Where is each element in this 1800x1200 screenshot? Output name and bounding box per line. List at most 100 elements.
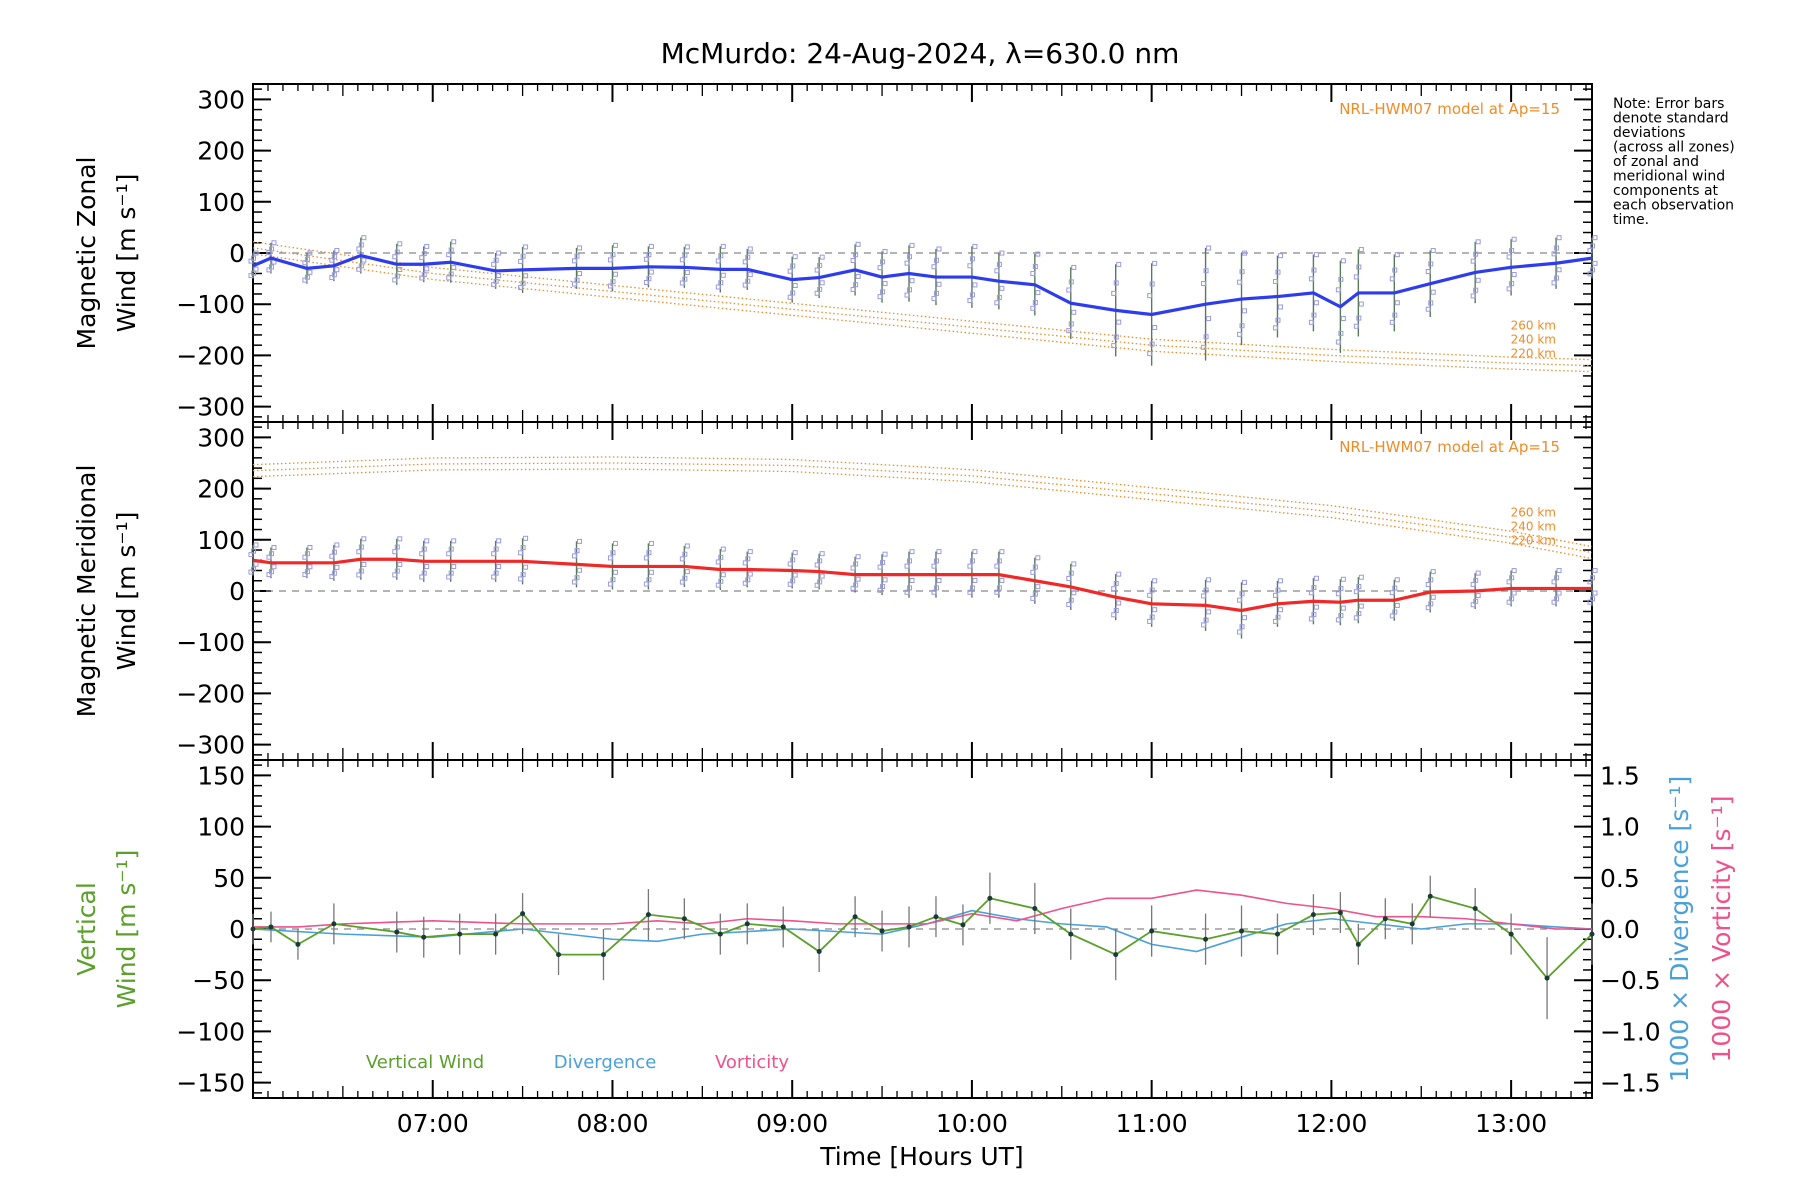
y-right-tick-label: 0.0 — [1600, 915, 1640, 944]
zone-point — [1149, 587, 1155, 593]
zone-point — [1035, 584, 1041, 590]
zone-point — [880, 559, 886, 565]
zone-point — [1066, 328, 1072, 334]
vertical-wind-point — [987, 895, 993, 901]
zone-point — [1509, 575, 1515, 581]
zone-point — [1340, 576, 1346, 582]
zone-point — [994, 300, 1000, 306]
y-tick-label: 100 — [197, 526, 245, 555]
divergence-axis-label: 1000 × Divergence [s⁻¹] — [1665, 776, 1694, 1083]
y-tick-label: 200 — [197, 475, 245, 504]
zone-point — [969, 256, 975, 262]
y-tick-label: 0 — [229, 577, 245, 606]
meridional-wind-line — [252, 557, 1592, 613]
note-line: components at — [1613, 183, 1719, 199]
zone-point — [1308, 276, 1314, 282]
y-axis-label-line2: Wind [m s⁻¹] — [112, 512, 141, 671]
zone-point — [448, 271, 454, 277]
zone-point — [271, 564, 277, 570]
zone-point — [909, 278, 915, 284]
zone-point — [1071, 309, 1077, 315]
zone-point — [1066, 575, 1072, 581]
zone-point — [334, 564, 340, 570]
vertical-wind-point — [1409, 921, 1415, 927]
zone-point — [1509, 596, 1515, 602]
vertical-wind-point — [1032, 906, 1038, 912]
zone-point — [1152, 260, 1158, 266]
vertical-wind-point — [1508, 931, 1514, 937]
zone-point — [999, 577, 1005, 583]
zone-point — [577, 245, 583, 251]
zonal-wind-line — [252, 253, 1593, 317]
zone-point — [1311, 267, 1317, 273]
zone-point — [1509, 281, 1515, 287]
y-tick-label: −50 — [192, 966, 245, 995]
zone-point — [720, 272, 726, 278]
zone-point — [493, 570, 499, 576]
zone-point — [1356, 611, 1362, 617]
zone-point — [610, 577, 616, 583]
zone-point — [643, 256, 649, 262]
zone-point — [1203, 268, 1209, 274]
zone-point — [1592, 235, 1598, 241]
zone-point — [361, 536, 367, 542]
zone-point — [610, 550, 616, 556]
zone-point — [684, 569, 690, 575]
vertical-wind-point — [780, 924, 786, 930]
zone-point — [855, 576, 861, 582]
zone-point — [1389, 276, 1395, 282]
vertical-wind-point — [906, 924, 912, 930]
model-altitude-label: 260 km — [1511, 319, 1556, 333]
zone-point — [933, 558, 939, 564]
zone-point — [718, 554, 724, 560]
note-line: deviations — [1613, 125, 1685, 141]
y-tick-label: 300 — [197, 423, 245, 452]
zone-point — [1340, 605, 1346, 611]
zone-point — [251, 548, 256, 554]
zone-point — [996, 558, 1002, 564]
zone-point — [1068, 279, 1074, 285]
y-tick-label: 100 — [197, 813, 245, 842]
zone-point — [251, 566, 256, 572]
meridional-panel: −300 −200 −100 0 100 200 300 Magnetic Meridiona… — [72, 422, 1598, 760]
zone-point — [792, 572, 798, 578]
vertical-wind-point — [960, 922, 966, 928]
x-axis-label: Time [Hours UT] — [819, 1142, 1023, 1171]
zone-point — [1147, 592, 1153, 598]
zone-point — [790, 557, 796, 563]
zone-point — [1394, 577, 1400, 583]
zone-point — [394, 544, 400, 550]
zone-point — [1556, 267, 1562, 273]
zone-point — [1358, 301, 1364, 307]
zone-point — [720, 546, 726, 552]
zone-point — [1353, 323, 1359, 329]
zone-point — [999, 549, 1005, 555]
y-axis-label-line1: Magnetic Meridional — [72, 465, 101, 718]
zone-point — [1356, 315, 1362, 321]
zone-point — [1389, 590, 1395, 596]
zone-point — [1511, 590, 1517, 596]
zone-point — [496, 272, 502, 278]
zone-point — [643, 555, 649, 561]
zone-point — [817, 286, 823, 292]
zone-point — [1035, 290, 1041, 296]
zone-point — [994, 563, 1000, 569]
zone-point — [496, 538, 502, 544]
zone-point — [850, 286, 856, 292]
zone-point — [607, 555, 613, 561]
zone-point — [1149, 614, 1155, 620]
zone-point — [1313, 575, 1319, 581]
zone-point — [933, 585, 939, 591]
zone-point — [1032, 299, 1038, 305]
y-tick-label: 150 — [197, 761, 245, 790]
y-tick-label: 50 — [213, 864, 245, 893]
zone-point — [304, 569, 310, 575]
zone-point — [1475, 593, 1481, 599]
vertical-wind-point — [1274, 931, 1280, 937]
zone-point — [1475, 277, 1481, 283]
zone-point — [334, 247, 340, 253]
vertical-wind-point — [1203, 936, 1209, 942]
zone-point — [421, 570, 427, 576]
zone-point — [394, 273, 400, 279]
zone-point — [331, 254, 337, 260]
